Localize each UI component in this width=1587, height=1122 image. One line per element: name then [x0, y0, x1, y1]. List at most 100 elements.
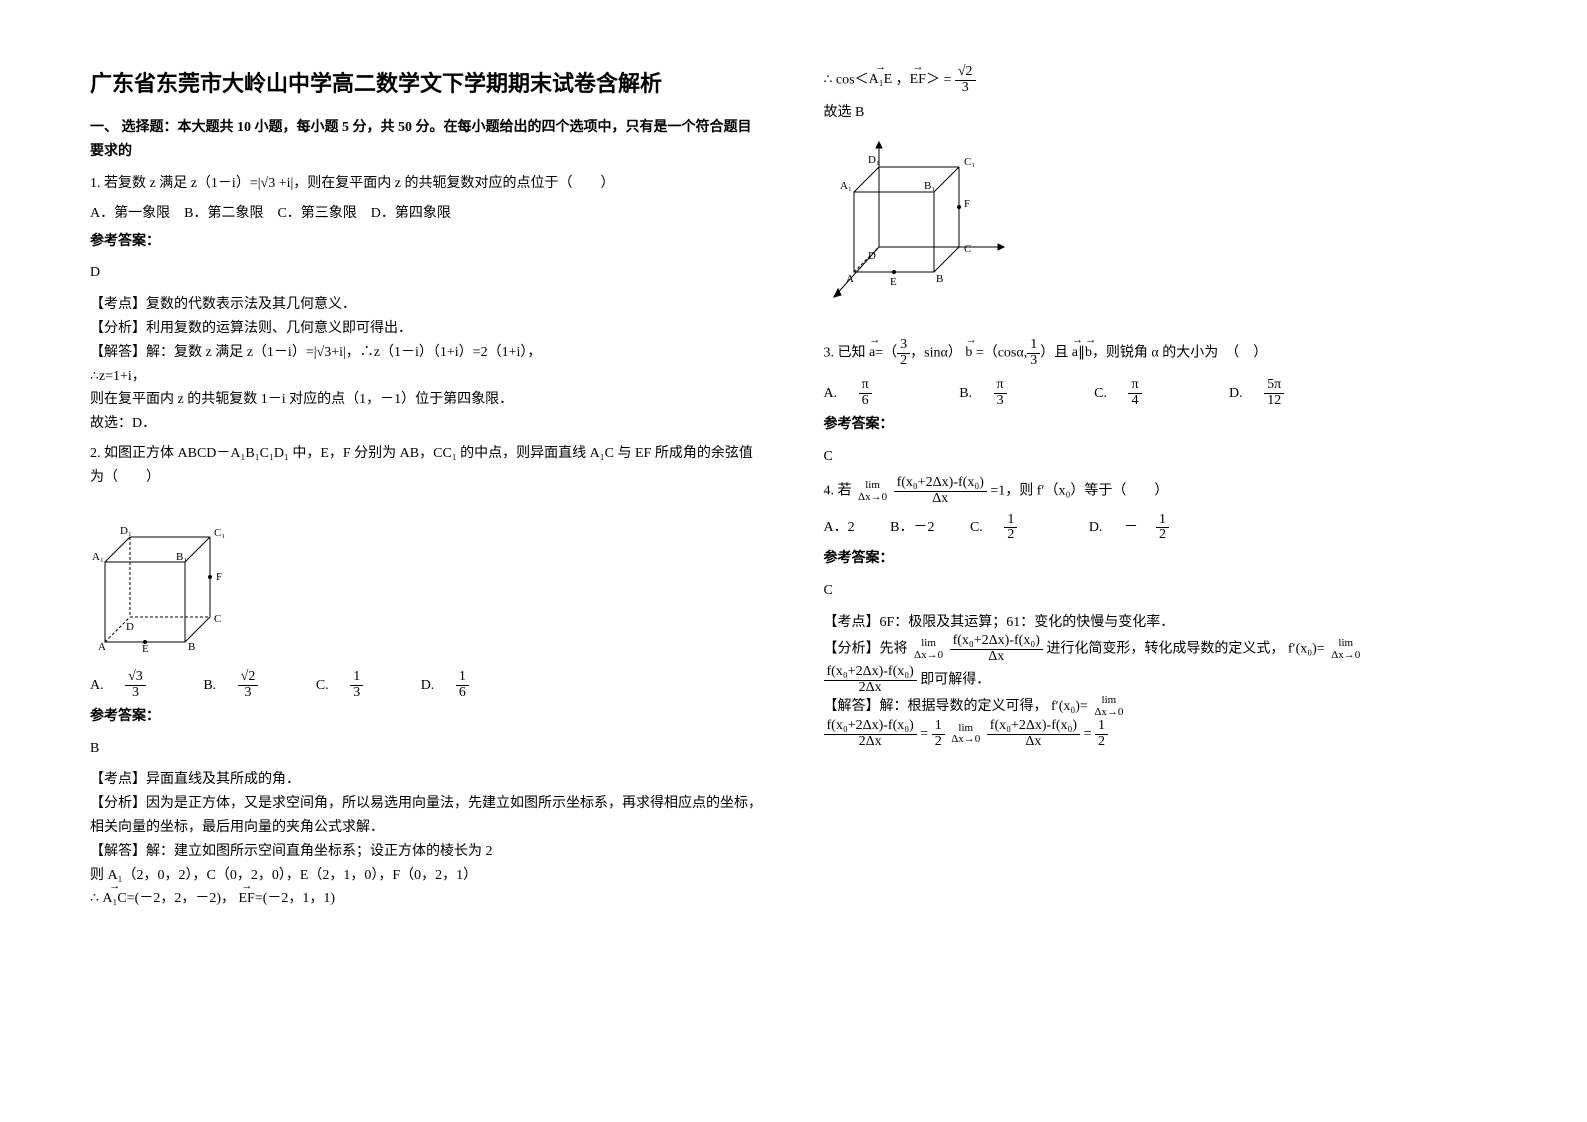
q2-ref-label: 参考答案：	[90, 705, 764, 729]
q4-half-den: 2	[932, 735, 945, 750]
vec-ef: EF	[239, 887, 255, 911]
svg-text:B: B	[936, 273, 943, 285]
q2-s3-prefix: ∴	[90, 891, 99, 906]
q2-cd-label: D.	[421, 678, 435, 693]
svg-text:B₁: B₁	[924, 180, 935, 192]
page-title: 广东省东莞市大岭山中学高二数学文下学期期末试卷含解析	[90, 65, 764, 102]
cos-frac-num: √2	[955, 65, 976, 81]
q2-cb-label: B.	[203, 678, 216, 693]
section-1-header: 一、 选择题：本大题共 10 小题，每小题 5 分，共 50 分。在每小题给出的…	[90, 116, 764, 164]
q4-fd-num: 1	[1156, 513, 1169, 529]
col2-conclude: 故选 B	[824, 101, 1498, 125]
q4-an-lim-bot2: Δx→0	[1328, 650, 1363, 662]
svg-text:D: D	[126, 621, 134, 633]
svg-text:A₁: A₁	[840, 180, 852, 192]
q3-f1-num: 3	[897, 338, 910, 354]
q1-solve-suffix: +i|，∴z（1－i）（1+i）=2（1+i），	[331, 345, 541, 360]
q4-f2-num: f(x₀+2Δx)-f(x₀)	[824, 665, 917, 681]
q4-suffix: =1，则 f′（x₀）等于（ ）	[990, 484, 1168, 499]
q4-an-mid: 进行化简变形，转化成导数的定义式，	[1046, 642, 1284, 657]
vec-a1c-text: A₁C	[102, 891, 126, 906]
svg-text:A: A	[846, 273, 854, 285]
vec-b: b	[965, 341, 972, 365]
q4-an-prefix: 【分析】先将	[824, 642, 908, 657]
col2-cos-line: ∴ cos＜A₁E ，EF＞ = √23	[824, 65, 1498, 95]
q4-lim-bot: Δx→0	[855, 492, 890, 504]
q2-solve1: 【解答】解：建立如图所示空间直角坐标系；设正方体的棱长为 2	[90, 840, 764, 864]
q1-solve3: 则在复平面内 z 的共轭复数 1－i 对应的点（1，－1）位于第四象限．	[90, 388, 764, 412]
svg-text:A: A	[98, 641, 106, 652]
q4-fd-den: 2	[1156, 528, 1169, 543]
cos-comma: ，	[892, 72, 910, 87]
q3-choices: A. π6 B. π3 C. π4 D. 5π12	[824, 378, 1498, 408]
vec-a-text: a	[869, 345, 875, 360]
q4-f3-num: f(x₀+2Δx)-f(x₀)	[824, 719, 917, 735]
q3-mid1: ，sinα）	[910, 345, 962, 360]
cos-eq: ＞ =	[926, 72, 951, 87]
q3-ca-label: A.	[824, 386, 838, 401]
q2-answer: B	[90, 737, 764, 761]
q4-frac-den: Δx	[894, 492, 987, 507]
q3-fd-num: 5π	[1264, 378, 1284, 394]
q2-fd-den: 6	[456, 686, 469, 701]
q4-sv-lim-bot2: Δx→0	[948, 734, 983, 746]
q1-answer: D	[90, 261, 764, 285]
q2-choice-c: C. 13	[316, 678, 399, 693]
q4-answer: C	[824, 579, 1498, 603]
vec-b-text: b	[965, 345, 972, 360]
q1-solve-prefix: 【解答】解：复数 z 满足 z（1－i）=|	[90, 345, 317, 360]
question-1: 1. 若复数 z 满足 z（1－i）=|√3 +i|，则在复平面内 z 的共轭复…	[90, 172, 764, 196]
q4-an-lim-top2: lim	[1328, 638, 1363, 650]
q4-sv-f: f′(x₀)=	[1051, 699, 1091, 714]
q4-lim-top: lim	[855, 480, 890, 492]
q2-fc-num: 1	[350, 670, 363, 686]
q3-fd-den: 12	[1264, 394, 1284, 409]
svg-text:D₁: D₁	[120, 525, 132, 537]
q2-solve3: ∴ A₁C=(－2，2，－2)， EF=(－2，1，1)	[90, 887, 764, 911]
q4-an-f: f′(x₀)=	[1288, 642, 1328, 657]
q4-an-frac-den: Δx	[950, 650, 1043, 665]
q4-f3-den: 2Δx	[824, 735, 917, 750]
q4-f4-den: Δx	[987, 735, 1080, 750]
q3-choice-c: C. π4	[1094, 386, 1177, 401]
question-4: 4. 若 limΔx→0 f(x₀+2Δx)-f(x₀)Δx =1，则 f′（x…	[824, 476, 1498, 506]
svg-text:C: C	[964, 243, 971, 255]
q3-eq2: =（cosα,	[972, 345, 1027, 360]
q3-answer: C	[824, 445, 1498, 469]
q4-an-frac-num: f(x₀+2Δx)-f(x₀)	[950, 634, 1043, 650]
vec-ef2: EF	[910, 68, 926, 92]
q4-eq1: =	[920, 726, 928, 741]
q3-f1-den: 2	[897, 354, 910, 369]
q4-half-num2: 1	[1095, 719, 1108, 735]
q2-fb-num: √2	[238, 670, 259, 686]
svg-text:A₁: A₁	[92, 551, 104, 563]
q3-eq1: =（	[875, 345, 897, 360]
q4-frac-num: f(x₀+2Δx)-f(x₀)	[894, 476, 987, 492]
q3-ref-label: 参考答案：	[824, 413, 1498, 437]
q3-choice-d: D. 5π12	[1229, 386, 1320, 401]
q3-fc-num: π	[1128, 378, 1141, 394]
q2-s3-suffix: =(－2，1，1)	[255, 891, 335, 906]
q3-prefix: 3. 已知	[824, 345, 870, 360]
vec-a1e-text: A₁E	[869, 72, 893, 87]
q2-fb-den: 3	[238, 686, 259, 701]
vec-a2: a	[1072, 341, 1078, 365]
q4-neg: －	[1124, 520, 1138, 535]
vec-b2-text: b	[1085, 345, 1092, 360]
q4-choices: A．2 B．－2 C. 12 D. －12	[824, 513, 1498, 543]
cube-figure-1: AB CD A₁B₁ C₁D₁ EF	[90, 502, 230, 652]
cos-frac-den: 3	[955, 81, 976, 96]
q4-sv-lim-bot: Δx→0	[1091, 707, 1126, 719]
q3-fb-den: 3	[994, 394, 1007, 409]
svg-text:F: F	[964, 198, 970, 210]
question-3: 3. 已知 a=（32，sinα） b =（cosα,13）且 a∥b，则锐角 …	[824, 338, 1498, 368]
q2-choice-b: B. √23	[203, 678, 294, 693]
q1-text-prefix: 1. 若复数 z 满足 z（1－i）=|	[90, 176, 261, 191]
q3-cb-label: B.	[959, 386, 972, 401]
q4-ref-label: 参考答案：	[824, 547, 1498, 571]
q3-cd-label: D.	[1229, 386, 1243, 401]
q2-s3-mid: =(－2，2，－2)，	[127, 891, 235, 906]
q4-point: 【考点】6F：极限及其运算；61：变化的快慢与变化率．	[824, 611, 1498, 635]
svg-text:D: D	[868, 250, 876, 262]
q4-analysis: 【分析】先将 limΔx→0 f(x₀+2Δx)-f(x₀)Δx 进行化简变形，…	[824, 634, 1498, 664]
